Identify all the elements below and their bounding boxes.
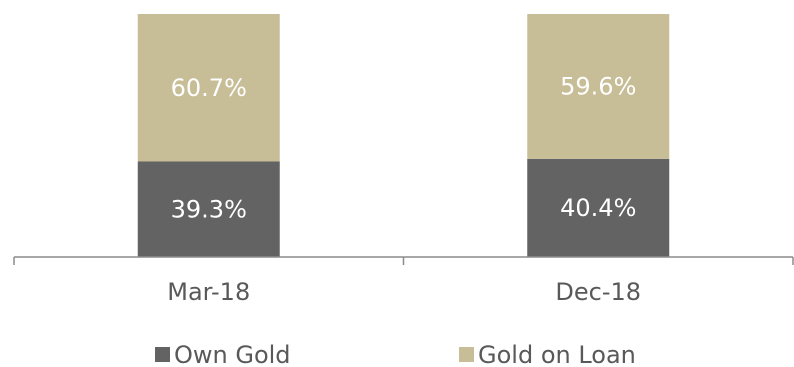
legend-label: Gold on Loan: [478, 341, 636, 367]
data-label: 59.6%: [560, 72, 636, 100]
x-tick-label: Dec-18: [555, 278, 641, 306]
data-label: 39.3%: [171, 195, 247, 223]
legend-swatch: [459, 347, 474, 362]
bar-segment-gold-on-loan-dec-18: [527, 14, 670, 159]
legend-label: Own Gold: [174, 341, 291, 367]
data-label: 40.4%: [560, 194, 636, 222]
bars-group: 39.3% 60.7% 40.4% 59.6%: [137, 14, 670, 257]
bar-segment-own-gold-dec-18: [527, 158, 670, 257]
legend: Own Gold Gold on Loan: [155, 341, 636, 367]
bar-segment-gold-on-loan-mar-18: [137, 14, 280, 162]
x-tick-label: Mar-18: [167, 278, 250, 306]
bar-segment-own-gold-mar-18: [137, 161, 280, 257]
x-axis: Mar-18 Dec-18: [13, 256, 794, 306]
legend-swatch: [155, 347, 170, 362]
data-label: 60.7%: [171, 74, 247, 102]
